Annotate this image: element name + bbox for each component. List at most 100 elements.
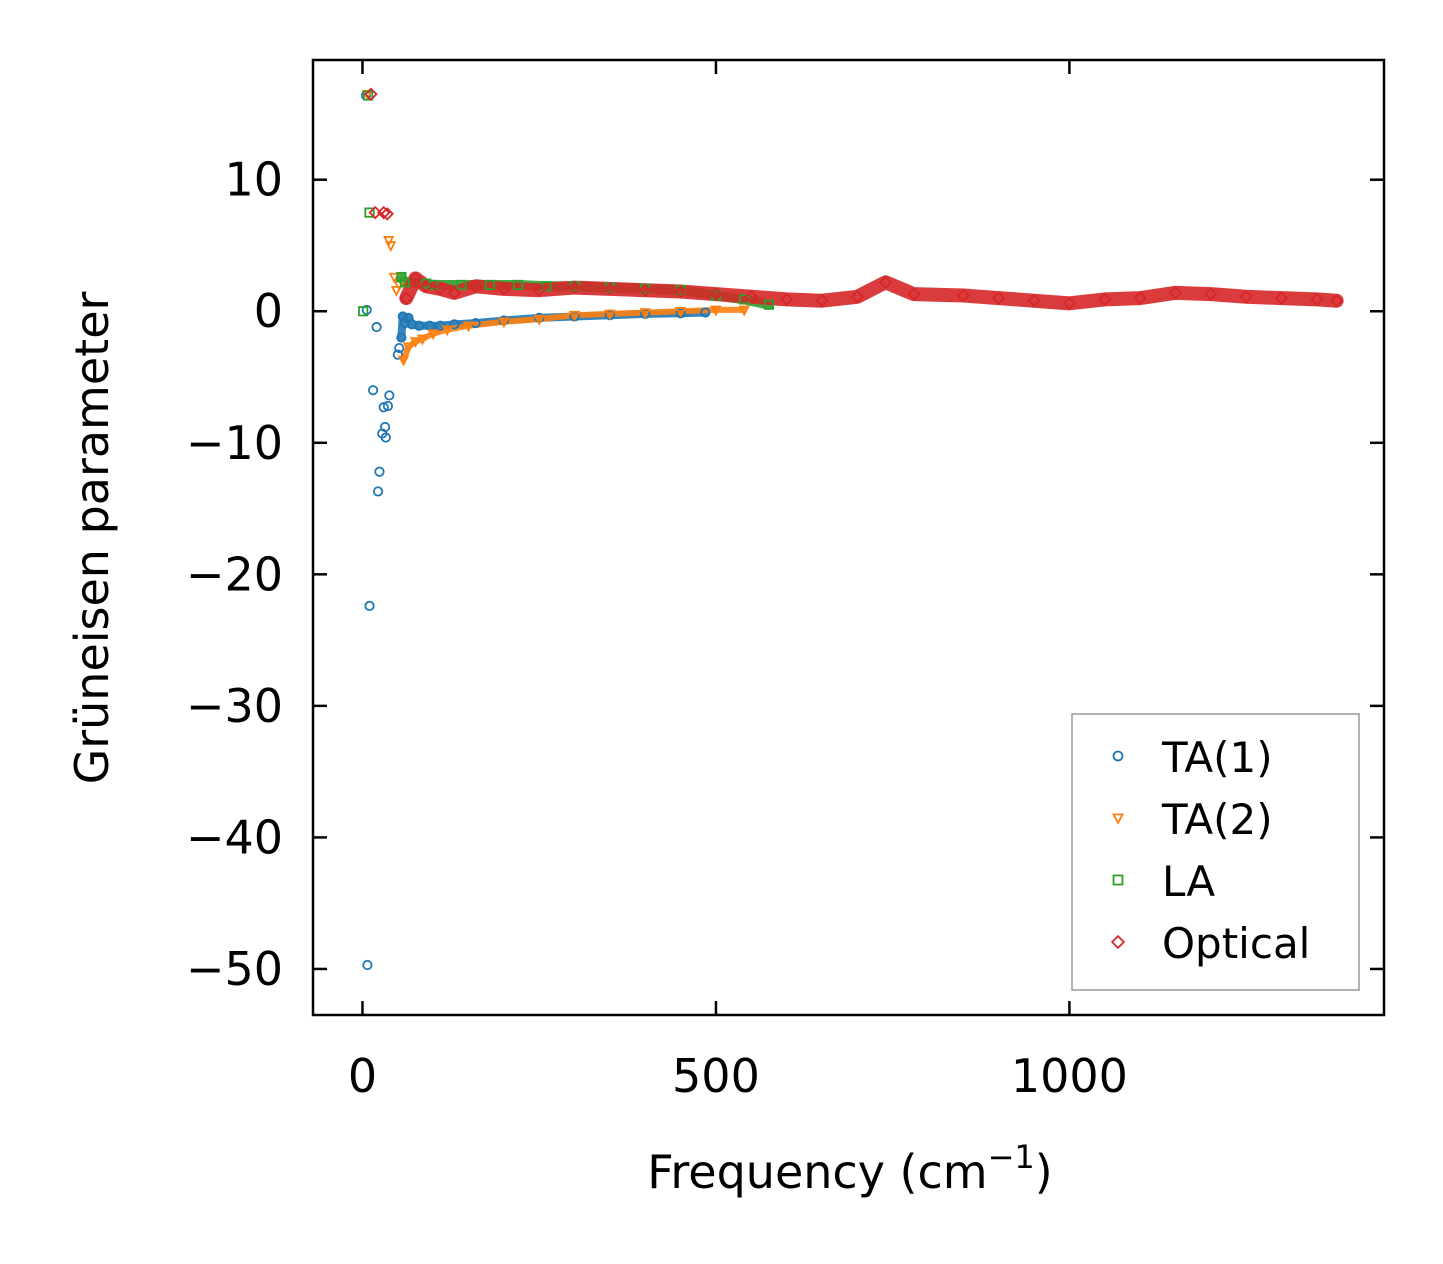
data-points — [358, 87, 1344, 971]
data-point — [433, 282, 447, 296]
legend-marker — [1112, 813, 1124, 825]
legend-marker — [1110, 934, 1126, 950]
data-point — [1329, 293, 1344, 308]
data-point — [374, 466, 385, 477]
data-point — [638, 283, 652, 297]
data-point — [382, 235, 395, 247]
data-point — [763, 299, 775, 310]
data-point — [364, 600, 375, 612]
y-axis-label: Grüneisen parameter — [65, 291, 119, 784]
data-point — [700, 307, 711, 318]
legend-marker — [1112, 874, 1124, 886]
data-point — [738, 305, 750, 317]
series-optical — [364, 87, 1344, 311]
x-tick-label: 0 — [348, 1049, 377, 1103]
x-axis: 0 500 1000 — [348, 60, 1128, 1103]
data-point — [419, 279, 433, 293]
data-point — [498, 317, 510, 329]
data-point — [674, 306, 687, 318]
data-point — [878, 275, 893, 290]
x-axis-label: Frequency (cm−1) — [647, 1138, 1052, 1199]
data-point — [364, 207, 375, 218]
data-point — [604, 309, 616, 321]
data-point — [380, 207, 394, 221]
data-point — [367, 385, 379, 396]
data-point — [397, 311, 408, 322]
data-point — [512, 279, 524, 291]
legend-marker — [1112, 750, 1124, 762]
x-axis-label-main: Frequency (cm — [647, 1145, 987, 1199]
plot-frame — [311, 58, 1386, 1017]
data-point — [1098, 292, 1112, 307]
y-tick-label: 0 — [254, 284, 283, 338]
data-point — [378, 402, 389, 413]
data-point — [385, 241, 397, 253]
data-point — [1239, 290, 1253, 304]
data-point — [568, 310, 581, 322]
data-point — [421, 278, 432, 289]
data-point — [396, 332, 407, 343]
data-point — [397, 355, 410, 367]
x-tick-label: 1000 — [1011, 1049, 1128, 1103]
data-point — [456, 279, 467, 291]
data-point — [402, 342, 415, 354]
x-tick-label: 500 — [672, 1049, 760, 1103]
data-point — [1274, 291, 1289, 305]
data-point — [1310, 292, 1324, 307]
y-tick-label: 10 — [224, 153, 283, 207]
data-point — [462, 321, 475, 333]
legend: TA(1) TA(2) LA Optical — [1071, 713, 1360, 991]
data-point — [991, 291, 1006, 305]
data-point — [541, 281, 552, 292]
data-point — [390, 285, 403, 297]
series-band-optical — [399, 271, 1344, 311]
data-point — [447, 286, 462, 300]
data-point — [380, 421, 391, 433]
data-point — [850, 290, 865, 304]
data-point — [956, 288, 971, 303]
data-point — [709, 287, 723, 301]
legend-label: Optical — [1162, 919, 1310, 968]
data-point — [484, 279, 495, 291]
data-point — [376, 205, 391, 220]
data-point — [427, 329, 439, 341]
data-point — [533, 314, 545, 326]
data-point — [779, 292, 794, 307]
y-tick-label: −40 — [186, 810, 283, 864]
data-point — [1027, 293, 1041, 308]
data-point — [532, 283, 546, 297]
data-point — [1133, 291, 1147, 305]
data-point — [1062, 296, 1077, 311]
data-point — [416, 334, 429, 346]
data-point — [372, 486, 384, 497]
data-point — [358, 306, 369, 317]
data-point — [406, 319, 418, 330]
data-point — [907, 287, 921, 301]
legend-label: TA(1) — [1161, 733, 1273, 782]
data-point — [468, 279, 483, 293]
data-point — [639, 308, 651, 320]
y-tick-label: −50 — [186, 942, 283, 996]
data-point — [364, 87, 378, 101]
y-axis: 10 0 −10 −20 −30 −40 −50 — [186, 153, 1384, 996]
y-tick-label: −30 — [186, 679, 283, 733]
legend-label: TA(2) — [1161, 795, 1273, 844]
series-ta-1- — [360, 90, 711, 971]
data-point — [428, 279, 439, 291]
data-point — [603, 282, 617, 296]
x-axis-label-close: ) — [1035, 1145, 1053, 1199]
data-point — [815, 293, 829, 308]
legend-label: LA — [1162, 857, 1215, 906]
data-point — [362, 959, 373, 971]
data-point — [1204, 287, 1218, 301]
data-point — [408, 271, 423, 286]
data-point — [399, 291, 414, 305]
data-point — [382, 400, 394, 412]
x-axis-label-exponent: −1 — [988, 1138, 1035, 1176]
y-tick-label: −20 — [186, 547, 283, 601]
y-tick-label: −10 — [186, 416, 283, 470]
data-point — [710, 305, 722, 317]
data-point — [449, 319, 460, 330]
data-point — [567, 280, 582, 295]
data-point — [371, 321, 382, 333]
